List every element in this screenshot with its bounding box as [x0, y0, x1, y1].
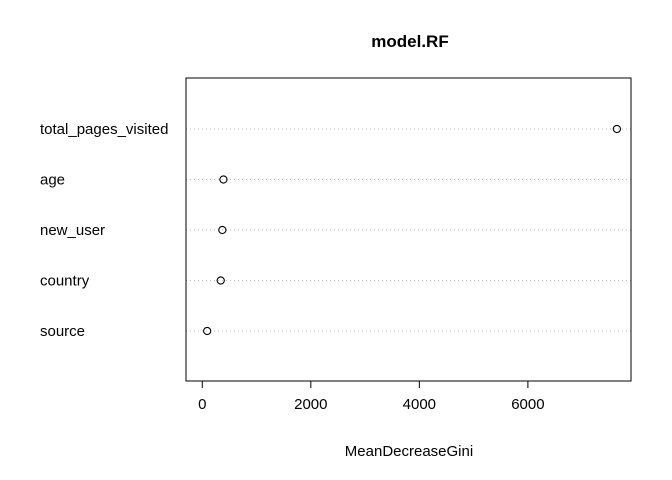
category-label-source: source: [40, 323, 85, 340]
data-point-age: [219, 175, 228, 184]
category-label-country: country: [40, 273, 90, 290]
x-tick-label-4000: 4000: [403, 396, 436, 413]
x-tick-label-2000: 2000: [294, 396, 327, 413]
data-points: [203, 124, 622, 336]
x-tick-label-0: 0: [198, 396, 206, 413]
category-label-total_pages_visited: total_pages_visited: [40, 121, 168, 138]
data-point-country: [216, 276, 225, 285]
category-label-new_user: new_user: [40, 222, 105, 239]
plot-frame: [185, 77, 632, 382]
x-axis: 0 2000 4000 6000: [198, 380, 545, 413]
data-point-new_user: [218, 225, 227, 235]
x-axis-title: MeanDecreaseGini: [345, 443, 473, 460]
data-point-source: [203, 326, 212, 336]
grid-layer: [186, 128, 631, 332]
chart-title: model.RF: [371, 32, 448, 51]
x-tick-label-6000: 6000: [511, 396, 544, 413]
category-label-age: age: [40, 172, 65, 189]
data-point-total_pages_visited: [612, 124, 622, 134]
